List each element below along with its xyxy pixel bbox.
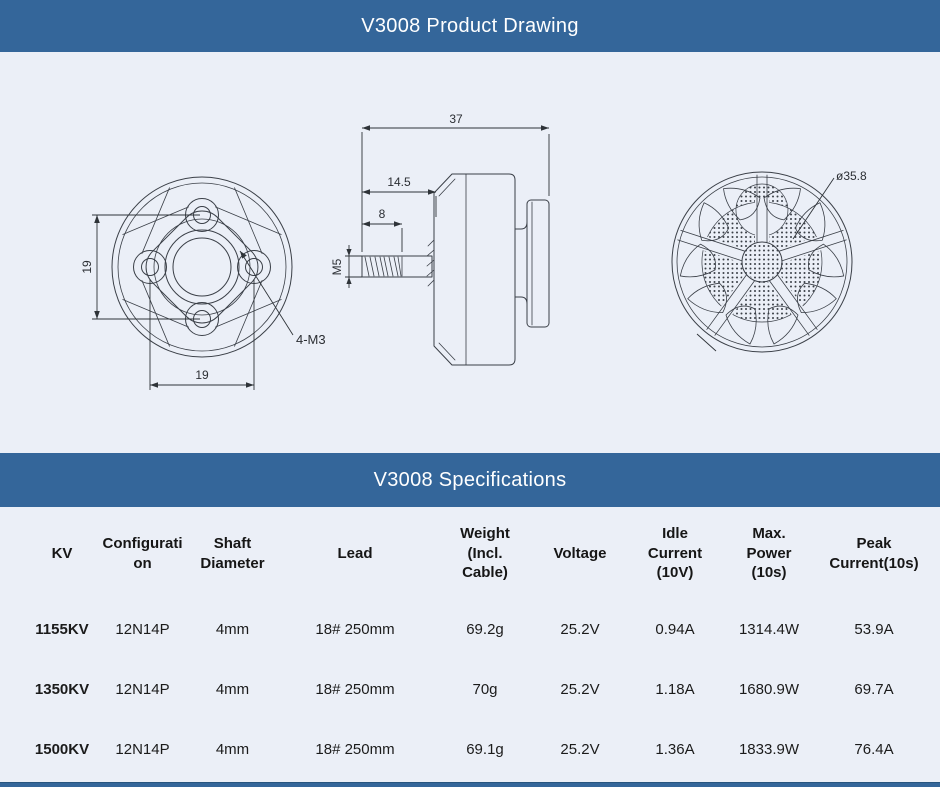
- product-drawing-area: 19 19 4-M3 37: [0, 52, 940, 453]
- spec-cell-configuration: 12N14P: [115, 741, 170, 759]
- front-dim-horizontal-label: 19: [195, 368, 209, 382]
- spec-cell-lead: 18# 250mm: [315, 741, 395, 759]
- spec-cell-idle-current: 1.36A: [655, 741, 695, 759]
- spec-cell-lead: 18# 250mm: [315, 681, 395, 699]
- front-dim-vertical-label: 19: [80, 260, 94, 274]
- spec-cell-shaft-diameter: 4mm: [215, 741, 250, 759]
- spec-cell-voltage: 25.2V: [560, 621, 600, 639]
- front-view-drawing: 19 19 4-M3: [80, 176, 326, 390]
- product-drawing-banner: V3008 Product Drawing: [0, 0, 940, 52]
- spec-cell-idle-current: 0.94A: [655, 621, 695, 639]
- specifications-table-area: KV Configuration Shaft Diameter Lead Wei…: [0, 507, 940, 782]
- spec-cell-lead: 18# 250mm: [315, 621, 395, 639]
- side-dim-total-length-label: 37: [449, 112, 463, 126]
- spec-row-1500kv: 1500KV 12N14P 4mm 18# 250mm 69.1g 25.2V …: [0, 720, 940, 780]
- specifications-title: V3008 Specifications: [373, 468, 567, 491]
- motor-technical-drawing: 19 19 4-M3 37: [80, 112, 867, 390]
- side-dim-thread-length-label: 8: [379, 207, 386, 221]
- spec-cell-configuration: 12N14P: [115, 621, 170, 639]
- spec-cell-weight: 70g: [472, 681, 498, 699]
- front-mount-holes-label: 4-M3: [296, 332, 326, 347]
- specifications-table: KV Configuration Shaft Diameter Lead Wei…: [0, 507, 940, 780]
- side-shaft-thread-label: M5: [330, 258, 344, 275]
- spec-cell-peak-current: 69.7A: [854, 681, 894, 699]
- specifications-banner: V3008 Specifications: [0, 453, 940, 507]
- spec-cell-kv: 1155KV: [35, 621, 89, 639]
- spec-cell-max-power: 1680.9W: [738, 681, 800, 699]
- back-dim-diameter-label: ø35.8: [836, 169, 867, 183]
- spec-cell-weight: 69.1g: [466, 741, 504, 759]
- spec-header-peak-current: Peak Current(10s): [829, 535, 919, 572]
- spec-header-lead: Lead: [337, 544, 373, 562]
- product-drawing-title: V3008 Product Drawing: [361, 14, 579, 37]
- spec-cell-configuration: 12N14P: [115, 681, 170, 699]
- spec-cell-shaft-diameter: 4mm: [215, 681, 250, 699]
- side-view-drawing: 37 14.5 8 M5: [330, 112, 550, 366]
- spec-cell-max-power: 1314.4W: [738, 621, 800, 639]
- spec-cell-idle-current: 1.18A: [655, 681, 695, 699]
- spec-row-1155kv: 1155KV 12N14P 4mm 18# 250mm 69.2g 25.2V …: [0, 600, 940, 660]
- back-view-drawing: [671, 171, 853, 353]
- spec-cell-kv: 1500KV: [34, 741, 90, 759]
- spec-header-weight: Weight (Incl. Cable): [460, 525, 510, 582]
- spec-cell-max-power: 1833.9W: [738, 741, 800, 759]
- spec-header-configuration: Configuration: [102, 535, 183, 572]
- spec-header-idle-current: Idle Current (10V): [647, 525, 703, 582]
- spec-header-voltage: Voltage: [553, 544, 607, 562]
- bottom-accent-bar: [0, 782, 940, 787]
- spec-cell-shaft-diameter: 4mm: [215, 621, 250, 639]
- spec-cell-peak-current: 53.9A: [854, 621, 894, 639]
- spec-cell-voltage: 25.2V: [560, 681, 600, 699]
- spec-header-shaft-diameter: Shaft Diameter: [200, 535, 265, 572]
- spec-header-max-power: Max. Power (10s): [746, 525, 792, 582]
- side-dim-shaft-length-label: 14.5: [387, 175, 411, 189]
- spec-cell-kv: 1350KV: [34, 681, 90, 699]
- spec-header-row: KV Configuration Shaft Diameter Lead Wei…: [0, 507, 940, 600]
- spec-cell-voltage: 25.2V: [560, 741, 600, 759]
- spec-cell-weight: 69.2g: [466, 621, 504, 639]
- spec-row-1350kv: 1350KV 12N14P 4mm 18# 250mm 70g 25.2V 1.…: [0, 660, 940, 720]
- spec-header-kv: KV: [51, 544, 73, 562]
- spec-cell-peak-current: 76.4A: [854, 741, 894, 759]
